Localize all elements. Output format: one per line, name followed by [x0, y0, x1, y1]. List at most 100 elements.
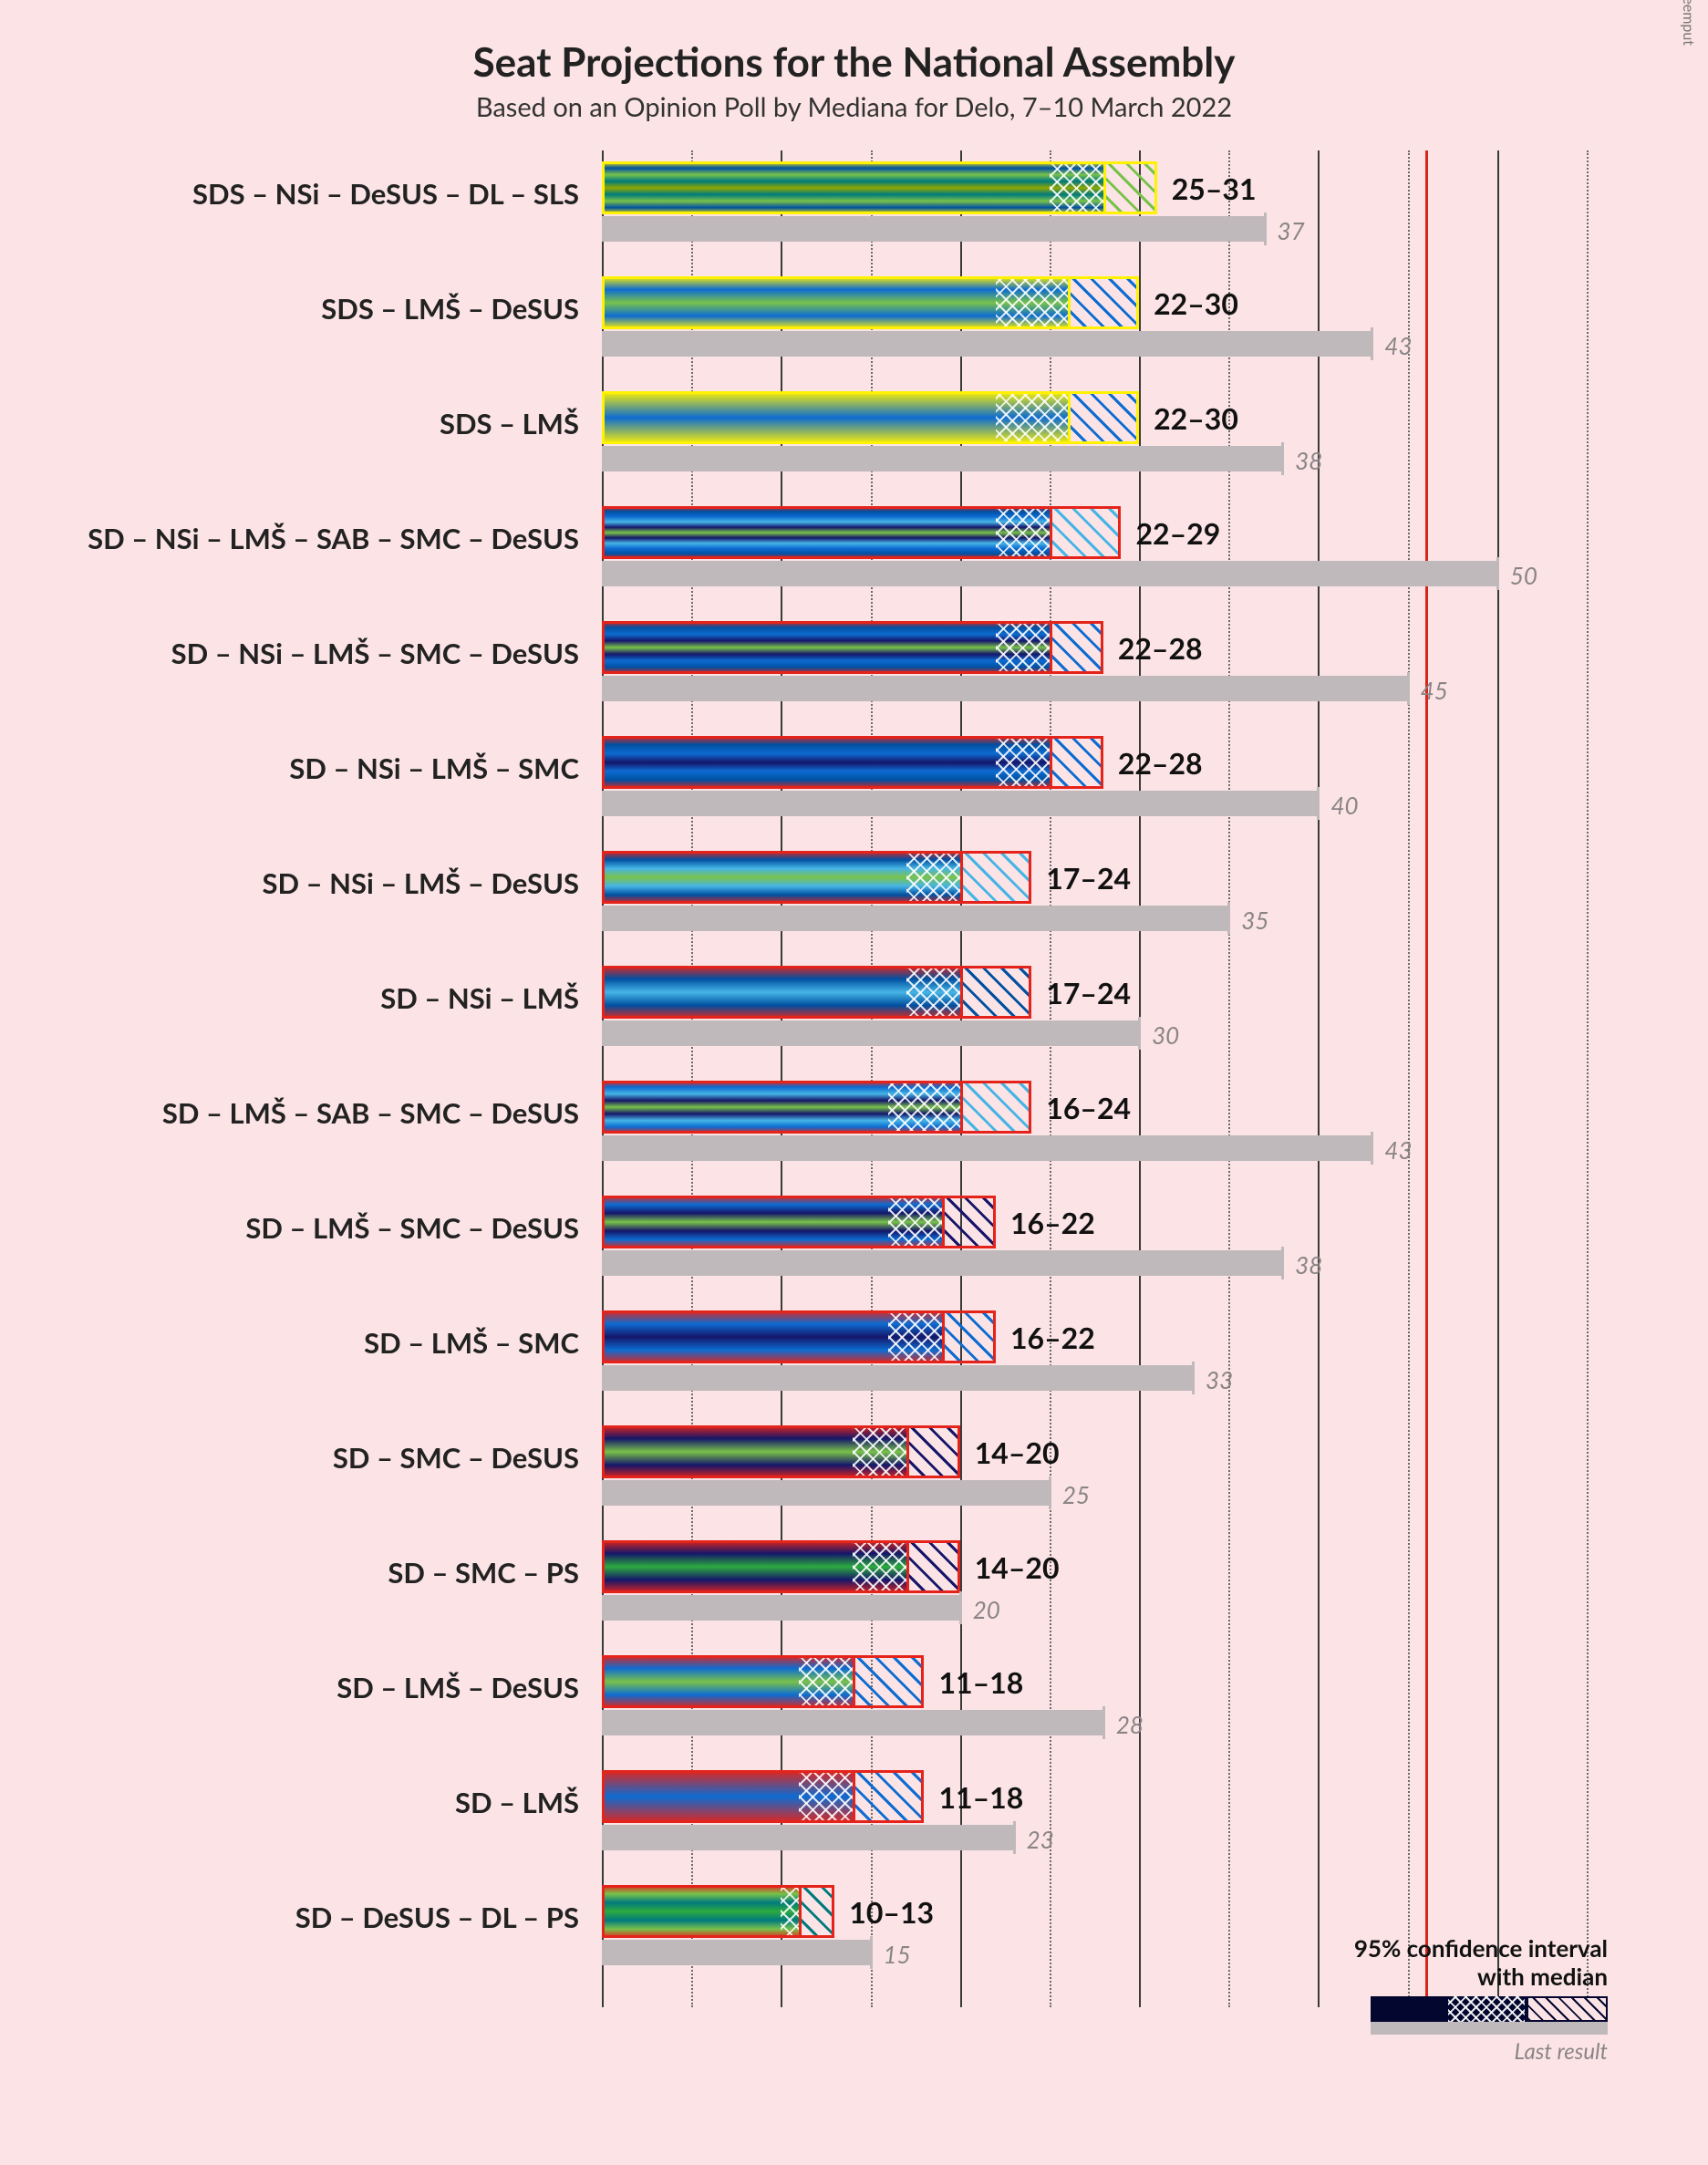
legend-ci-swatch — [1371, 1996, 1608, 2022]
median-tick — [1050, 736, 1052, 789]
median-tick — [853, 1655, 855, 1708]
last-result-bar — [602, 791, 1318, 816]
bar-frame — [602, 1770, 924, 1823]
chart-subtitle: Based on an Opinion Poll by Mediana for … — [0, 91, 1708, 123]
range-label: 10–13 — [849, 1894, 934, 1930]
coalition-row: SD – NSi – LMŠ – SAB – SMC – DeSUS22–295… — [0, 504, 1708, 619]
coalition-row: SD – SMC – DeSUS 14–2025 — [0, 1424, 1708, 1538]
coalition-row: SD – NSi – LMŠ – SMC22–2840 — [0, 734, 1708, 849]
median-tick — [942, 1310, 945, 1363]
range-label: 22–28 — [1118, 630, 1203, 666]
last-result-tick — [1264, 212, 1267, 245]
last-result-tick — [1371, 1132, 1373, 1165]
coalition-label: SD – NSi – LMŠ – DeSUS — [263, 865, 579, 900]
coalition-row: SD – LMŠ – SMC – DeSUS 16–22 38 — [0, 1194, 1708, 1309]
last-result-label: 50 — [1510, 561, 1537, 590]
chart-title: Seat Projections for the National Assemb… — [0, 0, 1708, 86]
last-result-bar — [602, 1940, 871, 1965]
coalition-row: SD – LMŠ – SMC16–2233 — [0, 1309, 1708, 1424]
last-result-tick — [959, 1591, 962, 1624]
last-result-label: 25 — [1062, 1480, 1090, 1509]
bar-frame — [602, 966, 1031, 1019]
bar-frame — [602, 1196, 996, 1248]
last-result-bar — [602, 1365, 1193, 1391]
coalition-row: SD – LMŠ11–1823 — [0, 1768, 1708, 1883]
coalition-row: SDS – NSi – DeSUS – DL – SLS25–3137 — [0, 160, 1708, 275]
plot-area: SDS – NSi – DeSUS – DL – SLS25–3137SDS –… — [0, 150, 1708, 2007]
range-label: 11–18 — [938, 1779, 1023, 1815]
last-result-bar — [602, 1480, 1050, 1506]
last-result-tick — [1407, 672, 1410, 705]
legend-ci-label: 95% confidence interval with median — [1279, 1934, 1608, 1991]
last-result-label: 43 — [1384, 331, 1412, 360]
range-label: 16–22 — [1010, 1205, 1095, 1240]
last-result-bar — [602, 906, 1228, 931]
range-label: 16–22 — [1010, 1320, 1095, 1355]
coalition-label: SDS – LMŠ – DeSUS — [321, 291, 579, 326]
range-label: 14–20 — [975, 1549, 1060, 1585]
last-result-bar — [602, 1250, 1282, 1276]
copyright-text: © 2022 Filip van Leemput — [1680, 0, 1697, 46]
range-label: 14–20 — [975, 1435, 1060, 1470]
coalition-label: SD – NSi – LMŠ — [380, 980, 579, 1015]
last-result-tick — [1317, 787, 1320, 820]
coalition-label: SD – LMŠ — [455, 1785, 579, 1819]
last-result-tick — [1192, 1362, 1195, 1394]
last-result-bar — [602, 331, 1372, 357]
last-result-bar — [602, 1135, 1372, 1161]
bar-frame — [602, 1655, 924, 1708]
last-result-tick — [1371, 327, 1373, 360]
median-tick — [960, 1081, 963, 1134]
last-result-label: 40 — [1330, 791, 1358, 820]
range-label: 16–24 — [1046, 1090, 1131, 1125]
median-tick — [1103, 161, 1106, 214]
last-result-label: 30 — [1152, 1020, 1179, 1050]
last-result-tick — [870, 1936, 873, 1969]
legend: 95% confidence interval with median Last… — [1279, 1934, 1608, 2065]
median-tick — [1050, 621, 1052, 674]
bar-frame — [602, 1081, 1031, 1134]
coalition-row: SD – SMC – PS14–2020 — [0, 1538, 1708, 1653]
coalition-label: SD – LMŠ – SMC — [364, 1325, 579, 1360]
coalition-row: SD – NSi – LMŠ – DeSUS17–2435 — [0, 849, 1708, 964]
last-result-bar — [602, 216, 1265, 242]
chart-container: © 2022 Filip van Leemput Seat Projection… — [0, 0, 1708, 2165]
range-label: 25–31 — [1172, 171, 1257, 206]
last-result-label: 38 — [1295, 446, 1322, 475]
median-tick — [960, 851, 963, 904]
last-result-tick — [1281, 1247, 1284, 1279]
coalition-label: SD – LMŠ – SMC – DeSUS — [245, 1210, 579, 1245]
coalition-label: SD – SMC – DeSUS — [333, 1440, 579, 1475]
median-tick — [1050, 506, 1052, 559]
bar-frame — [602, 736, 1103, 789]
median-tick — [906, 1425, 909, 1478]
coalition-row: SD – NSi – LMŠ17–2430 — [0, 964, 1708, 1079]
legend-last-label: Last result — [1279, 2038, 1608, 2065]
coalition-label: SDS – LMŠ — [440, 406, 579, 440]
last-result-bar — [602, 1020, 1139, 1046]
coalition-label: SD – SMC – PS — [388, 1555, 579, 1590]
coalition-label: SD – NSi – LMŠ – SAB – SMC – DeSUS — [88, 521, 579, 555]
last-result-tick — [1013, 1821, 1016, 1854]
last-result-label: 15 — [884, 1940, 911, 1969]
median-tick — [906, 1540, 909, 1593]
last-result-bar — [602, 1710, 1103, 1735]
coalition-label: SD – LMŠ – SAB – SMC – DeSUS — [162, 1095, 579, 1130]
median-tick — [1068, 391, 1071, 444]
last-result-label: 37 — [1278, 216, 1305, 245]
last-result-tick — [1049, 1476, 1051, 1509]
coalition-row: SDS – LMŠ22–3038 — [0, 389, 1708, 504]
last-result-label: 43 — [1384, 1135, 1412, 1165]
last-result-label: 28 — [1116, 1710, 1144, 1739]
legend-last-swatch — [1371, 2022, 1608, 2035]
last-result-bar — [602, 676, 1408, 701]
bar-frame — [602, 161, 1157, 214]
last-result-label: 45 — [1421, 676, 1448, 705]
coalition-row: SD – NSi – LMŠ – SMC – DeSUS22–2845 — [0, 619, 1708, 734]
last-result-tick — [1102, 1706, 1105, 1739]
last-result-label: 38 — [1295, 1250, 1322, 1279]
bar-frame — [602, 506, 1121, 559]
last-result-tick — [1496, 557, 1499, 590]
last-result-tick — [1227, 902, 1230, 935]
last-result-bar — [602, 1825, 1014, 1850]
